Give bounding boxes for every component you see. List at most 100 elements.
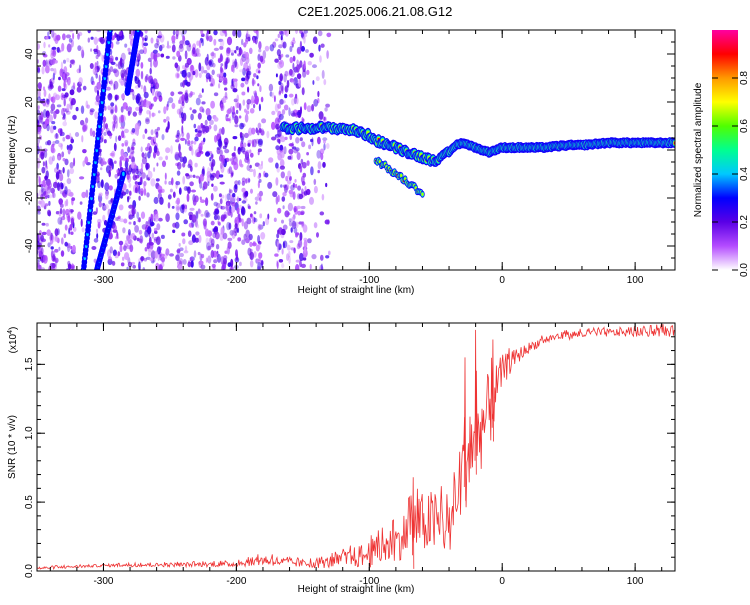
noise-speck bbox=[223, 214, 227, 219]
noise-speck bbox=[165, 55, 170, 59]
noise-speck bbox=[230, 211, 233, 218]
noise-speck bbox=[275, 195, 279, 205]
noise-speck bbox=[84, 156, 89, 165]
colorbar-tick-label: 0.6 bbox=[739, 119, 750, 133]
noise-speck bbox=[37, 82, 42, 90]
noise-speck bbox=[282, 192, 287, 197]
noise-speck bbox=[234, 50, 237, 54]
noise-speck bbox=[70, 231, 74, 235]
noise-speck bbox=[166, 45, 172, 49]
noise-speck bbox=[109, 246, 114, 254]
noise-speck bbox=[226, 202, 229, 211]
noise-speck bbox=[217, 253, 221, 263]
noise-speck bbox=[79, 201, 83, 205]
noise-speck bbox=[137, 101, 142, 106]
noise-speck bbox=[70, 245, 73, 250]
noise-speck bbox=[38, 247, 45, 256]
noise-speck bbox=[50, 103, 56, 111]
noise-speck bbox=[133, 221, 136, 226]
noise-speck bbox=[218, 221, 221, 226]
noise-speck bbox=[231, 64, 234, 72]
noise-speck bbox=[182, 259, 187, 265]
noise-speck bbox=[94, 62, 97, 71]
noise-speck bbox=[94, 111, 99, 119]
noise-speck bbox=[235, 80, 238, 89]
noise-speck bbox=[223, 257, 227, 265]
noise-speck bbox=[209, 173, 213, 178]
noise-speck bbox=[223, 96, 228, 100]
noise-speck bbox=[300, 263, 306, 268]
noise-speck bbox=[200, 123, 204, 128]
noise-speck bbox=[115, 41, 120, 45]
noise-speck bbox=[154, 214, 159, 222]
noise-speck bbox=[117, 251, 121, 257]
noise-speck bbox=[254, 95, 259, 105]
noise-speck bbox=[233, 227, 238, 233]
noise-speck bbox=[66, 178, 72, 185]
noise-speck bbox=[222, 232, 228, 240]
noise-speck bbox=[276, 261, 279, 269]
noise-speck bbox=[129, 106, 133, 111]
noise-speck bbox=[61, 42, 65, 52]
noise-speck bbox=[144, 247, 148, 252]
noise-speck bbox=[184, 51, 188, 59]
noise-speck bbox=[211, 263, 216, 268]
noise-speck bbox=[154, 82, 160, 90]
noise-speck bbox=[138, 229, 143, 235]
noise-speck bbox=[102, 116, 107, 123]
noise-speck bbox=[326, 32, 332, 38]
noise-speck bbox=[50, 96, 54, 103]
noise-speck bbox=[165, 155, 169, 161]
noise-speck bbox=[188, 71, 194, 81]
noise-speck bbox=[248, 205, 251, 210]
noise-speck bbox=[96, 89, 100, 96]
noise-speck bbox=[78, 77, 83, 85]
noise-speck bbox=[218, 193, 222, 198]
noise-speck bbox=[251, 78, 255, 87]
noise-speck bbox=[144, 75, 148, 83]
noise-speck bbox=[176, 197, 181, 205]
noise-speck bbox=[115, 121, 118, 129]
noise-speck bbox=[131, 146, 135, 151]
noise-speck bbox=[226, 193, 231, 201]
noise-speck bbox=[209, 161, 215, 168]
noise-speck bbox=[258, 243, 261, 250]
noise-speck bbox=[141, 156, 148, 165]
noise-speck bbox=[127, 47, 131, 52]
noise-speck bbox=[48, 44, 51, 48]
noise-speck bbox=[157, 254, 160, 262]
noise-speck bbox=[50, 232, 53, 240]
noise-speck bbox=[307, 61, 312, 66]
y-tick-label: 0 bbox=[24, 147, 35, 153]
noise-speck bbox=[295, 30, 298, 34]
noise-speck bbox=[248, 63, 251, 73]
noise-speck bbox=[247, 157, 251, 165]
noise-speck bbox=[167, 202, 171, 209]
noise-speck bbox=[72, 32, 75, 40]
noise-speck bbox=[309, 196, 314, 205]
noise-speck bbox=[325, 182, 328, 188]
noise-speck bbox=[234, 115, 239, 125]
noise-speck bbox=[295, 93, 298, 99]
noise-speck bbox=[214, 231, 220, 240]
noise-speck bbox=[208, 60, 213, 66]
noise-speck bbox=[226, 200, 232, 207]
noise-speck bbox=[150, 78, 154, 84]
noise-speck bbox=[114, 69, 120, 78]
noise-speck bbox=[170, 91, 175, 97]
noise-speck bbox=[184, 138, 187, 145]
noise-speck bbox=[183, 219, 188, 225]
noise-speck bbox=[225, 204, 229, 212]
noise-speck bbox=[93, 48, 98, 52]
noise-speck bbox=[211, 69, 215, 76]
noise-speck bbox=[150, 250, 156, 260]
noise-speck bbox=[199, 196, 202, 201]
noise-speck bbox=[224, 87, 228, 91]
noise-speck bbox=[235, 249, 238, 258]
noise-speck bbox=[231, 172, 234, 177]
noise-speck bbox=[228, 222, 232, 230]
noise-speck bbox=[245, 39, 248, 45]
noise-speck bbox=[171, 177, 174, 186]
noise-speck bbox=[140, 256, 145, 262]
